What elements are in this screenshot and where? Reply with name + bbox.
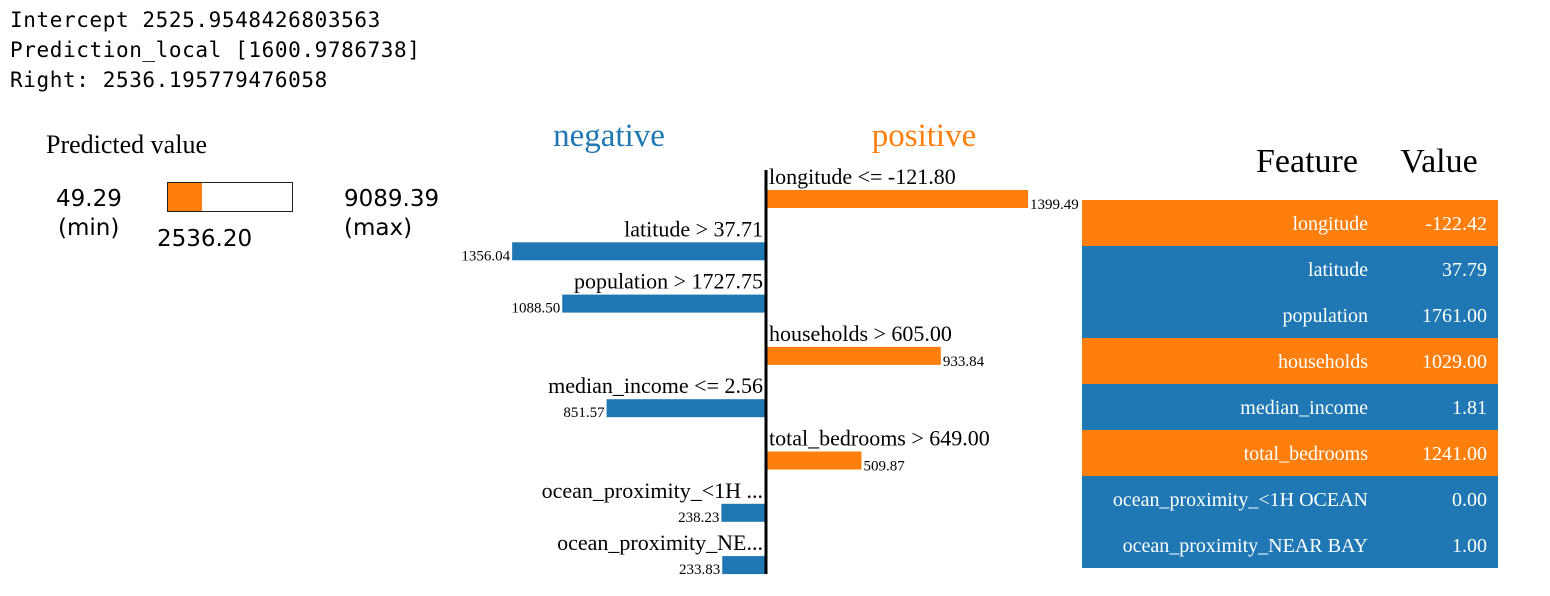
table-value-2: 1761.00 (1422, 305, 1487, 327)
bar-label-1: latitude > 37.71 (624, 216, 763, 241)
table-row-7 (1082, 522, 1498, 568)
table-feature-4: median_income (1240, 397, 1368, 419)
bar-3 (766, 346, 941, 365)
table-value-3: 1029.00 (1422, 351, 1487, 373)
bar-value-6: 238.23 (678, 510, 719, 526)
bar-6 (721, 503, 766, 522)
predicted-min-label: (min) (58, 215, 120, 241)
table-row-0 (1082, 200, 1498, 246)
table-row-5 (1082, 430, 1498, 476)
bar-value-0: 1399.49 (1030, 197, 1079, 213)
bar-7 (722, 556, 766, 575)
bar-value-4: 851.57 (563, 405, 605, 421)
bar-2 (562, 294, 766, 313)
table-row-3 (1082, 338, 1498, 384)
bar-1 (512, 242, 766, 261)
bar-value-3: 933.84 (943, 354, 985, 370)
bar-value-5: 509.87 (863, 459, 905, 475)
table-feature-1: latitude (1308, 259, 1368, 281)
table-feature-7: ocean_proximity_NEAR BAY (1123, 535, 1368, 557)
bar-5 (766, 451, 862, 470)
bar-value-7: 233.83 (679, 562, 720, 578)
prediction-local-text: Prediction_local [1600.9786738] (10, 38, 421, 62)
table-row-4 (1082, 384, 1498, 430)
bar-label-5: total_bedrooms > 649.00 (769, 426, 990, 451)
table-feature-5: total_bedrooms (1244, 443, 1369, 465)
positive-header: positive (872, 118, 977, 154)
right-text: Right: 2536.195779476058 (10, 68, 328, 92)
table-feature-3: households (1278, 351, 1368, 373)
bar-label-4: median_income <= 2.56 (548, 373, 763, 398)
table-value-7: 1.00 (1452, 535, 1487, 557)
bar-0 (766, 190, 1028, 208)
negative-header: negative (553, 118, 665, 154)
bar-value-2: 1088.50 (511, 301, 560, 317)
predicted-max-label: (max) (344, 215, 413, 241)
predicted-value-fill (168, 183, 203, 211)
table-row-2 (1082, 292, 1498, 338)
predicted-value-bar (167, 182, 293, 212)
table-header-value: Value (1400, 143, 1477, 180)
table-value-4: 1.81 (1452, 397, 1487, 419)
predicted-max-value: 9089.39 (344, 186, 440, 212)
table-value-5: 1241.00 (1422, 443, 1487, 465)
table-feature-6: ocean_proximity_<1H OCEAN (1113, 489, 1368, 511)
bar-label-2: population > 1727.75 (574, 269, 763, 294)
bar-value-1: 1356.04 (461, 248, 510, 264)
predicted-value-text: 2536.20 (157, 226, 253, 252)
bar-label-6: ocean_proximity_<1H ... (542, 478, 763, 503)
table-value-0: -122.42 (1425, 213, 1487, 235)
table-value-1: 37.79 (1442, 259, 1487, 281)
bar-label-7: ocean_proximity_NE... (557, 530, 763, 555)
bar-label-0: longitude <= -121.80 (769, 164, 956, 189)
table-row-6 (1082, 476, 1498, 522)
table-header-feature: Feature (1256, 143, 1358, 180)
table-feature-2: population (1282, 305, 1368, 327)
predicted-value-title: Predicted value (46, 130, 207, 159)
intercept-text: Intercept 2525.9548426803563 (10, 8, 381, 32)
table-feature-0: longitude (1292, 213, 1368, 235)
bar-4 (606, 399, 766, 418)
predicted-min-value: 49.29 (56, 186, 122, 212)
table-value-6: 0.00 (1452, 489, 1487, 511)
table-row-1 (1082, 246, 1498, 292)
bar-label-3: households > 605.00 (769, 321, 952, 346)
